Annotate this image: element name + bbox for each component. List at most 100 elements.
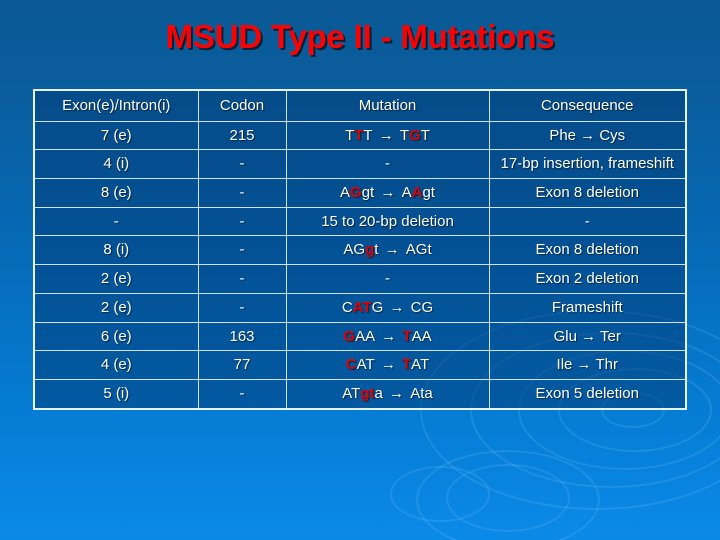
mutation-base: t [374, 241, 379, 259]
mutation-highlighted-base: g [365, 241, 375, 259]
mutation-arrow-icon: → [380, 241, 404, 259]
table-row: 7 (e) 215 TTT → TGT Phe → Cys [33, 120, 687, 151]
mutation-highlighted-base: C [345, 356, 357, 374]
mutation-base: CG [410, 298, 434, 316]
cell-consequence: 17-bp insertion, frameshift [488, 149, 687, 180]
mutation-base: Ata [410, 384, 433, 402]
column-header-codon: Codon [197, 89, 287, 122]
cell-consequence: - [488, 206, 687, 237]
cell-codon: - [197, 149, 287, 180]
mutation-base: T [399, 126, 410, 144]
cell-consequence: Phe → Cys [488, 120, 687, 151]
table-row: 8 (i) - AGgt → AGt Exon 8 deletion [33, 235, 687, 266]
table-row: 6 (e) 163 GAA → TAA Glu → Ter [33, 321, 687, 352]
cell-mutation: AGgt → AGt [285, 235, 490, 266]
cell-mutation: ATgta → Ata [285, 378, 490, 410]
cell-consequence: Exon 8 deletion [488, 178, 687, 208]
cell-codon: - [197, 235, 287, 266]
cell-codon: - [197, 264, 287, 294]
mutation-base: gt [361, 184, 375, 202]
mutation-highlighted-base: T [402, 327, 412, 345]
mutation-base: a [374, 384, 383, 402]
mutation-highlighted-base: G [343, 327, 356, 345]
cell-exon-intron: 5 (i) [33, 378, 199, 410]
cell-codon: 163 [197, 321, 287, 352]
slide-title: MSUD Type II - Mutations [165, 18, 555, 55]
cell-consequence: Exon 8 deletion [488, 235, 687, 266]
cell-consequence: Ile → Thr [488, 350, 687, 380]
mutation-base: A [340, 184, 351, 202]
mutations-table-container: Exon(e)/Intron(i) Codon Mutation Consequenc… [33, 89, 687, 410]
cell-consequence: Frameshift [488, 292, 687, 323]
column-header-exon-intron: Exon(e)/Intron(i) [33, 89, 199, 122]
cell-mutation: - [285, 149, 490, 180]
cell-exon-intron: - [33, 206, 199, 237]
mutation-base: 15 to 20-bp deletion [321, 212, 454, 230]
column-header-consequence: Consequence [488, 89, 687, 122]
mutation-highlighted-base: A [411, 184, 423, 202]
cell-mutation: - [285, 264, 490, 294]
mutation-base: AT [342, 384, 361, 402]
cell-exon-intron: 8 (e) [33, 178, 199, 208]
background-ripple-decoration [446, 464, 570, 532]
mutation-base: AGt [405, 241, 432, 259]
cell-exon-intron: 6 (e) [33, 321, 199, 352]
mutation-base: T [363, 126, 373, 144]
cell-mutation: GAA → TAA [285, 321, 490, 352]
cell-exon-intron: 2 (e) [33, 264, 199, 294]
mutation-base: G [371, 298, 384, 316]
cell-consequence: Exon 2 deletion [488, 264, 687, 294]
mutation-highlighted-base: G [350, 184, 362, 202]
table-row: 2 (e) - CATG → CG Frameshift [33, 292, 687, 323]
cell-codon: 77 [197, 350, 287, 380]
cell-codon: - [197, 206, 287, 237]
cell-exon-intron: 8 (i) [33, 235, 199, 266]
mutation-base: AA [411, 327, 432, 345]
mutation-highlighted-base: gt [360, 384, 375, 402]
table-row: 4 (e) 77 CAT → TAT Ile → Thr [33, 350, 687, 380]
cell-codon: 215 [197, 120, 287, 151]
mutation-highlighted-base: T [354, 126, 364, 144]
mutation-arrow-icon: → [376, 356, 400, 374]
mutations-table: Exon(e)/Intron(i) Codon Mutation Consequenc… [33, 89, 687, 410]
cell-codon: - [197, 178, 287, 208]
mutation-base: T [345, 126, 355, 144]
cell-consequence: Glu → Ter [488, 321, 687, 352]
column-header-mutation: Mutation [285, 89, 490, 122]
mutation-base: T [420, 126, 430, 144]
mutation-arrow-icon: → [377, 327, 401, 345]
mutation-arrow-icon: → [384, 384, 409, 402]
cell-codon: - [197, 292, 287, 323]
mutation-base: - [385, 270, 390, 288]
mutation-base: C [341, 298, 353, 316]
cell-mutation: TTT → TGT [285, 120, 490, 151]
mutation-base: AT [356, 356, 375, 374]
background-ripple-decoration [390, 466, 490, 522]
mutation-arrow-icon: → [376, 184, 400, 202]
table-row: - -15 to 20-bp deletion - [33, 206, 687, 237]
cell-codon: - [197, 378, 287, 410]
cell-mutation: CAT → TAT [285, 350, 490, 380]
background-ripple-decoration [416, 450, 600, 540]
cell-mutation: AGgt → AAgt [285, 178, 490, 208]
mutation-base: - [385, 155, 390, 173]
mutation-arrow-icon: → [374, 126, 398, 144]
table-row: 8 (e) - AGgt → AAgt Exon 8 deletion [33, 178, 687, 208]
mutation-highlighted-base: T [402, 356, 412, 374]
cell-consequence: Exon 5 deletion [488, 378, 687, 410]
mutations-table-body: Exon(e)/Intron(i) Codon Mutation Consequenc… [33, 89, 687, 410]
cell-exon-intron: 4 (i) [33, 149, 199, 180]
mutation-arrow-icon: → [385, 298, 409, 316]
table-header-row: Exon(e)/Intron(i) Codon Mutation Consequenc… [33, 89, 687, 122]
mutation-base: AG [343, 241, 366, 259]
mutation-base: AA [355, 327, 376, 345]
mutation-highlighted-base: G [409, 126, 421, 144]
table-row: 2 (e) - - Exon 2 deletion [33, 264, 687, 294]
table-row: 4 (i) - -17-bp insertion, frameshift [33, 149, 687, 180]
cell-mutation: 15 to 20-bp deletion [285, 206, 490, 237]
mutation-base: gt [422, 184, 435, 202]
cell-exon-intron: 7 (e) [33, 120, 199, 151]
mutation-base: A [401, 184, 412, 202]
table-row: 5 (i) - ATgta → Ata Exon 5 deletion [33, 378, 687, 410]
